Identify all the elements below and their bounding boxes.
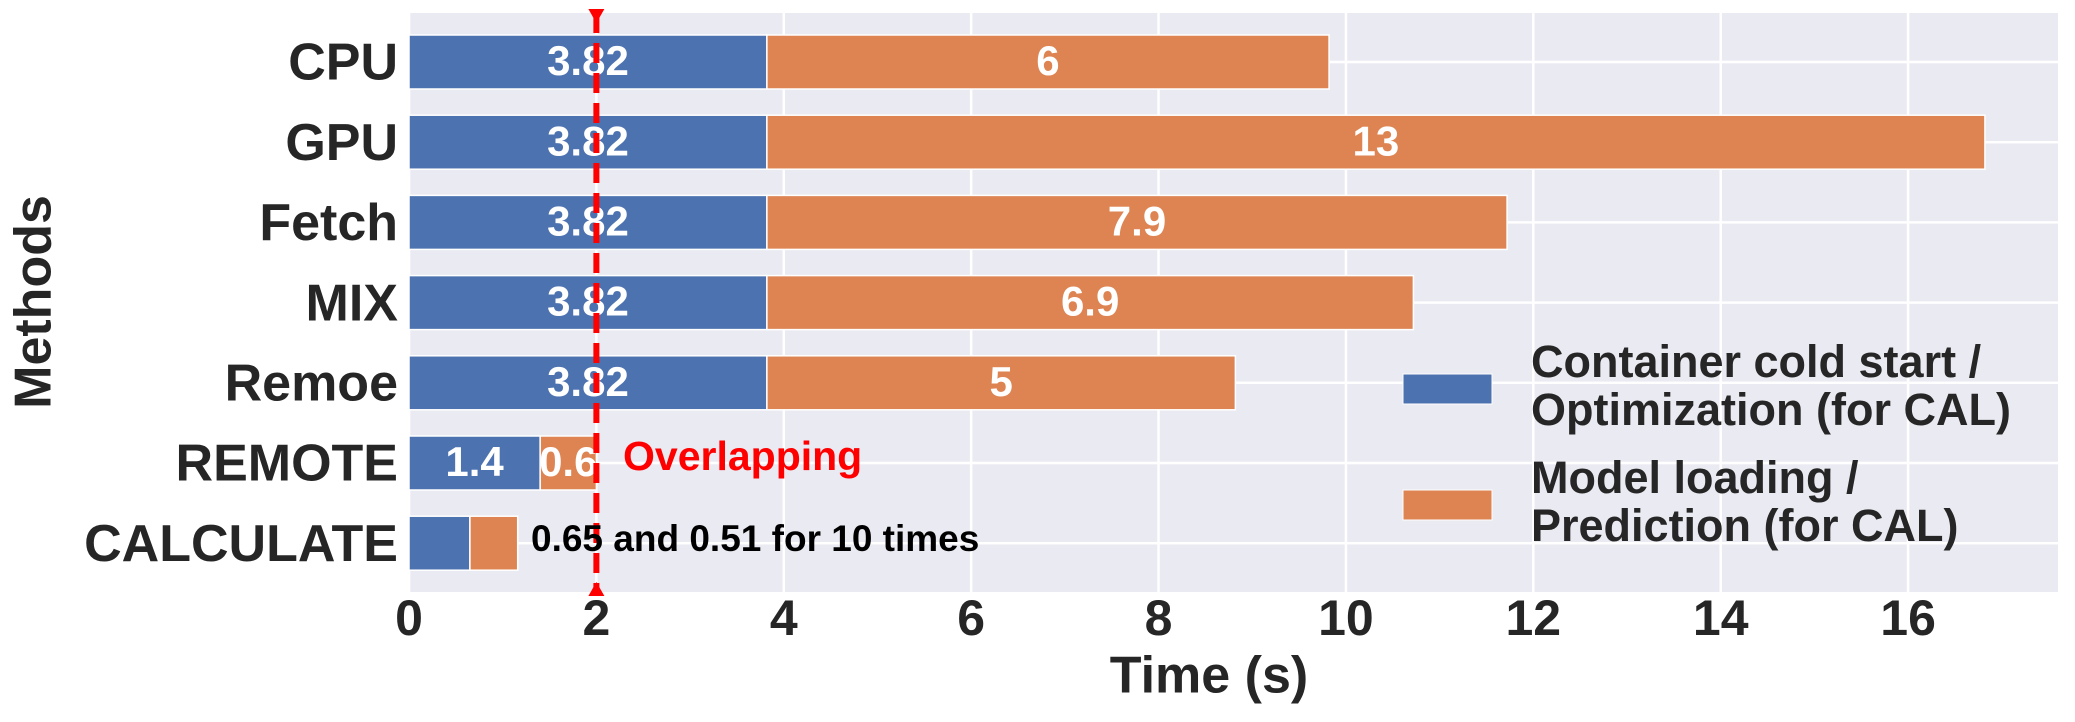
x-tick-label: 4 xyxy=(770,590,798,646)
bar-segment xyxy=(766,114,1986,170)
data-label: 7.9 xyxy=(1108,197,1166,244)
y-tick-label: MIX xyxy=(306,274,399,332)
x-tick-label: 2 xyxy=(582,590,610,646)
bar-segment xyxy=(408,34,768,90)
bar-segment xyxy=(766,194,1508,251)
bar-segment xyxy=(766,274,1415,331)
data-label: 3.82 xyxy=(547,278,629,325)
data-label: 3.82 xyxy=(547,37,629,84)
y-tick-label: CPU xyxy=(288,34,398,92)
x-tick-label: 8 xyxy=(1145,590,1173,646)
bar-segment xyxy=(408,274,768,331)
data-label: 13 xyxy=(1353,117,1400,164)
data-label: 3.82 xyxy=(547,197,629,244)
legend-label: Container cold start / Optimization (for… xyxy=(1531,336,2011,435)
bar-segment xyxy=(408,114,768,170)
x-tick-label: 10 xyxy=(1318,590,1374,646)
legend-swatch xyxy=(1402,489,1493,521)
annotation: Overlapping xyxy=(623,433,862,479)
bar-segment xyxy=(539,435,598,491)
x-tick-label: 16 xyxy=(1880,590,1936,646)
x-tick-label: 6 xyxy=(957,590,985,646)
data-label: 3.82 xyxy=(547,358,629,405)
bar-segment xyxy=(469,515,519,571)
reference-marker xyxy=(588,582,605,596)
bar-segment xyxy=(766,355,1237,411)
y-tick-label: Remoe xyxy=(225,355,398,413)
data-label: 0.6 xyxy=(539,438,597,485)
data-label: 6.9 xyxy=(1061,278,1119,325)
x-tick-label: 12 xyxy=(1506,590,1562,646)
annotation: 0.65 and 0.51 for 10 times xyxy=(531,518,979,559)
y-tick-label: CALCULATE xyxy=(84,515,398,573)
reference-marker xyxy=(588,9,605,23)
y-tick-label: REMOTE xyxy=(176,435,398,493)
bar-segment xyxy=(408,194,768,251)
bar-segment xyxy=(408,355,768,411)
y-tick-label: Fetch xyxy=(259,194,398,252)
bar-segment xyxy=(408,515,471,571)
data-label: 1.4 xyxy=(445,438,504,485)
x-axis-label: Time (s) xyxy=(1110,647,1308,705)
y-tick-label: GPU xyxy=(285,114,398,172)
legend-label: Model loading / Prediction (for CAL) xyxy=(1531,452,1959,551)
bar-segment xyxy=(408,435,541,491)
x-tick-label: 14 xyxy=(1693,590,1749,646)
x-tick-label: 0 xyxy=(395,590,423,646)
data-label: 6 xyxy=(1036,37,1059,84)
y-axis-label: Methods xyxy=(5,195,63,409)
data-label: 3.82 xyxy=(547,117,629,164)
data-label: 5 xyxy=(989,358,1012,405)
legend-swatch xyxy=(1402,373,1493,405)
bar-segment xyxy=(766,34,1330,90)
